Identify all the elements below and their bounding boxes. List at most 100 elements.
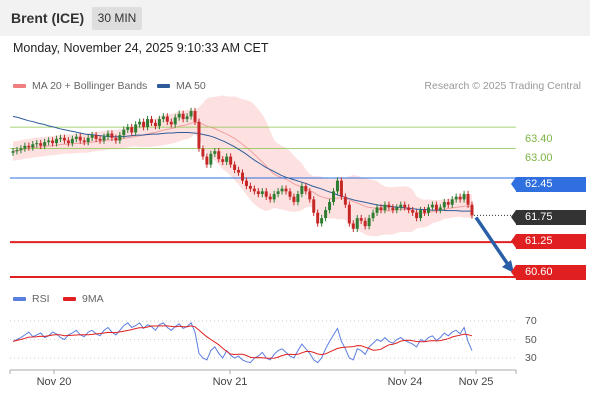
candle-body bbox=[86, 137, 90, 143]
candle-body bbox=[201, 148, 205, 157]
candle-body bbox=[458, 196, 462, 200]
candle-body bbox=[165, 116, 169, 122]
legend-bollinger: MA 20 + Bollinger Bands bbox=[13, 80, 147, 92]
candle-body bbox=[423, 210, 427, 213]
legend-rsi-label: RSI bbox=[32, 293, 50, 305]
candle-body bbox=[395, 207, 399, 211]
candle-body bbox=[328, 202, 332, 211]
candle-body bbox=[256, 191, 260, 195]
legend-rsi: RSI bbox=[13, 293, 50, 305]
candle-body bbox=[347, 204, 351, 224]
level-tag-current: 61.75 bbox=[511, 210, 586, 225]
candle-body bbox=[90, 135, 94, 138]
candle-body bbox=[134, 124, 138, 133]
candle-body bbox=[371, 212, 375, 219]
candle-body bbox=[407, 207, 411, 211]
candle-body bbox=[62, 137, 66, 141]
candle-body bbox=[102, 136, 106, 141]
ma20-line bbox=[12, 121, 473, 215]
candle-body bbox=[399, 204, 403, 208]
candle-body bbox=[229, 156, 233, 165]
candle-body bbox=[260, 191, 264, 195]
candle-body bbox=[343, 196, 347, 205]
bollinger-band bbox=[13, 95, 472, 237]
candle-body bbox=[375, 207, 379, 213]
candle-body bbox=[391, 207, 395, 211]
candle-body bbox=[442, 202, 446, 208]
candle-body bbox=[272, 194, 276, 200]
x-label-nov21: Nov 21 bbox=[212, 376, 248, 388]
candle-body bbox=[118, 135, 122, 141]
candle-body bbox=[387, 204, 391, 208]
rsi-line bbox=[12, 322, 473, 364]
candle-body bbox=[43, 142, 47, 146]
candle-body bbox=[27, 145, 31, 148]
candle-body bbox=[15, 150, 19, 152]
candle-body bbox=[426, 207, 430, 213]
candle-body bbox=[193, 111, 197, 122]
rsi-tick-30: 30 bbox=[525, 352, 537, 364]
candle-body bbox=[332, 191, 336, 203]
candle-body bbox=[98, 138, 102, 141]
candle-body bbox=[122, 129, 126, 136]
candle-body bbox=[284, 188, 288, 192]
candle-body bbox=[110, 133, 114, 138]
candle-body bbox=[244, 180, 248, 186]
candle-body bbox=[114, 137, 118, 141]
candle-body bbox=[217, 151, 221, 160]
instrument-title: Brent (ICE) bbox=[11, 10, 85, 26]
candle-body bbox=[47, 140, 51, 143]
candle-body bbox=[438, 207, 442, 211]
candle-body bbox=[434, 204, 438, 211]
candle-body bbox=[157, 119, 161, 127]
bollinger-swatch bbox=[13, 84, 26, 89]
candle-body bbox=[11, 151, 15, 153]
candle-body bbox=[296, 194, 300, 203]
candle-body bbox=[51, 140, 55, 144]
candle-body bbox=[221, 159, 225, 162]
candle-body bbox=[379, 207, 383, 211]
candle-body bbox=[58, 137, 62, 139]
x-label-nov24: Nov 24 bbox=[387, 376, 423, 388]
candle-body bbox=[355, 218, 359, 229]
candle-body bbox=[411, 210, 415, 213]
candle-body bbox=[74, 136, 78, 139]
level-tag-pivot: 62.45 bbox=[511, 177, 586, 192]
candle-body bbox=[130, 127, 134, 133]
legend-rsi-ma-label: 9MA bbox=[82, 293, 104, 305]
candle-body bbox=[430, 204, 434, 208]
candle-body bbox=[177, 113, 181, 118]
ma50-swatch bbox=[157, 84, 170, 89]
x-label-nov20: Nov 20 bbox=[36, 376, 72, 388]
candle-body bbox=[70, 138, 74, 144]
legend-rsi-ma: 9MA bbox=[63, 293, 104, 305]
candle-body bbox=[161, 116, 165, 120]
candle-body bbox=[66, 140, 70, 144]
candle-body bbox=[252, 188, 256, 192]
copyright-text: Research © 2025 Trading Central bbox=[424, 80, 581, 92]
timeframe-button[interactable]: 30 MIN bbox=[92, 7, 142, 30]
rsi-ma-swatch bbox=[63, 297, 76, 302]
candle-body bbox=[276, 191, 280, 195]
candle-body bbox=[312, 199, 316, 213]
level-tag-s2: 60.60 bbox=[511, 265, 586, 280]
candle-body bbox=[419, 210, 423, 219]
level-label-r2: 63.40 bbox=[525, 133, 553, 145]
legend-ma50: MA 50 bbox=[157, 80, 206, 92]
candle-body bbox=[94, 135, 98, 139]
candle-body bbox=[225, 156, 229, 162]
candle-body bbox=[189, 111, 193, 117]
candle-body bbox=[233, 164, 237, 170]
candle-body bbox=[241, 172, 244, 181]
candle-body bbox=[213, 151, 217, 154]
rsi-tick-50: 50 bbox=[525, 334, 537, 346]
candle-body bbox=[181, 113, 185, 120]
rsi-ma-line bbox=[12, 325, 473, 359]
candle-body bbox=[197, 121, 201, 149]
candle-body bbox=[142, 121, 146, 128]
candle-body bbox=[209, 153, 213, 165]
candle-body bbox=[280, 188, 284, 192]
candle-body bbox=[335, 180, 339, 192]
candle-body bbox=[78, 136, 82, 141]
